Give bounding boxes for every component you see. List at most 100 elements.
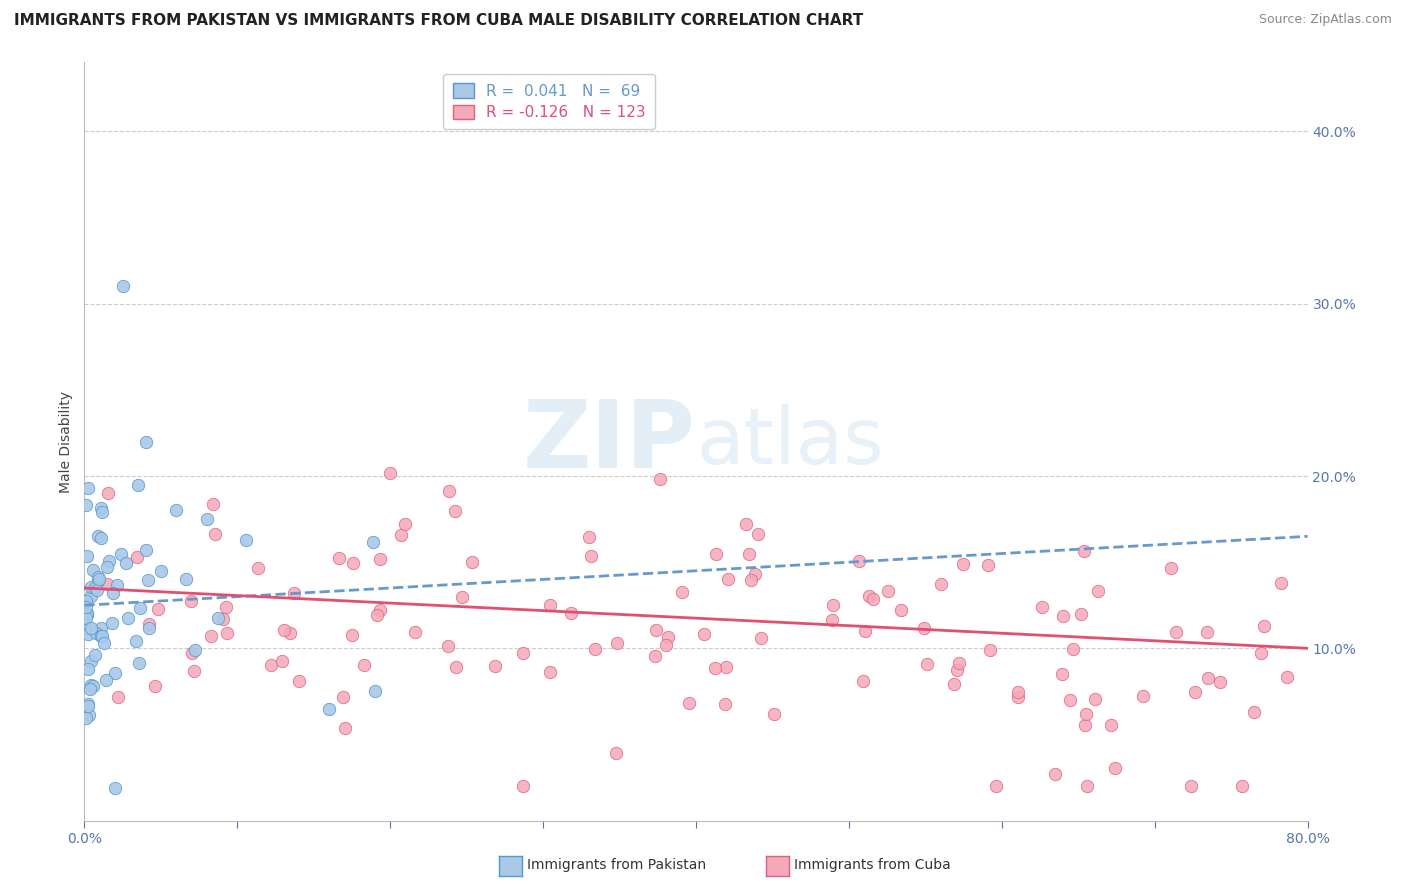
Point xyxy=(678,696,700,710)
Point xyxy=(389,528,412,542)
Point xyxy=(735,517,758,532)
Point xyxy=(76,549,98,563)
Point xyxy=(1076,779,1098,793)
Point xyxy=(96,577,118,591)
Point xyxy=(1253,619,1275,633)
Point xyxy=(605,746,627,760)
Point xyxy=(80,621,103,635)
Point xyxy=(87,529,110,543)
Point xyxy=(929,577,952,591)
Text: IMMIGRANTS FROM PAKISTAN VS IMMIGRANTS FROM CUBA MALE DISABILITY CORRELATION CHA: IMMIGRANTS FROM PAKISTAN VS IMMIGRANTS F… xyxy=(14,13,863,29)
Point xyxy=(79,682,101,697)
Point xyxy=(853,624,876,638)
Point xyxy=(204,527,226,541)
Point xyxy=(717,572,740,586)
Point xyxy=(1160,561,1182,575)
Point xyxy=(247,561,270,575)
Point xyxy=(823,598,845,612)
Point xyxy=(280,625,302,640)
Point xyxy=(202,497,225,511)
Point xyxy=(1209,674,1232,689)
Point xyxy=(195,512,218,526)
Point xyxy=(1031,600,1053,615)
Point xyxy=(181,646,204,660)
Point xyxy=(984,779,1007,793)
Point xyxy=(1275,670,1298,684)
Point xyxy=(1180,779,1202,793)
Point xyxy=(127,477,149,491)
Point xyxy=(105,578,128,592)
Point xyxy=(644,649,666,664)
Point xyxy=(1084,692,1107,706)
Point xyxy=(90,501,112,516)
Point xyxy=(117,611,139,625)
Point xyxy=(110,547,132,561)
Point xyxy=(821,613,844,627)
Legend: R =  0.041   N =  69, R = -0.126   N = 123: R = 0.041 N = 69, R = -0.126 N = 123 xyxy=(443,74,655,129)
Point xyxy=(97,486,120,500)
Point xyxy=(578,530,600,544)
Point xyxy=(368,552,391,566)
Point xyxy=(84,625,107,640)
Point xyxy=(763,706,786,721)
Point xyxy=(332,690,354,704)
Point xyxy=(128,601,150,615)
Point xyxy=(207,611,229,625)
Point xyxy=(138,621,160,635)
Point xyxy=(583,641,606,656)
Point xyxy=(952,557,974,571)
Point xyxy=(101,586,124,600)
Point xyxy=(704,661,727,675)
Point xyxy=(80,581,103,595)
Point xyxy=(1104,761,1126,775)
Point xyxy=(94,673,117,687)
Point xyxy=(437,640,460,654)
Point xyxy=(1062,641,1084,656)
Point xyxy=(560,607,582,621)
Point xyxy=(93,636,115,650)
Point xyxy=(747,526,769,541)
Point xyxy=(1197,625,1219,640)
Point xyxy=(368,603,391,617)
Point xyxy=(318,701,340,715)
Point xyxy=(84,581,107,595)
Point xyxy=(77,627,100,641)
Point xyxy=(77,697,100,711)
Point xyxy=(862,592,884,607)
Point xyxy=(404,625,426,640)
Point xyxy=(90,621,112,635)
Point xyxy=(437,483,460,498)
Point xyxy=(451,590,474,604)
Point xyxy=(127,550,149,565)
Point xyxy=(858,589,880,603)
Point xyxy=(538,665,561,679)
Point xyxy=(945,663,967,677)
Point xyxy=(149,564,172,578)
Point xyxy=(96,560,118,574)
Point xyxy=(948,656,970,670)
Point xyxy=(76,607,98,621)
Point xyxy=(1164,624,1187,639)
Point xyxy=(461,555,484,569)
Point xyxy=(235,533,257,547)
Point xyxy=(1007,690,1029,704)
Point xyxy=(1059,693,1081,707)
Point xyxy=(114,556,136,570)
Point xyxy=(443,504,465,518)
Point xyxy=(1070,607,1092,621)
Point xyxy=(77,663,100,677)
Point xyxy=(1043,767,1066,781)
Point xyxy=(704,548,727,562)
Point xyxy=(353,658,375,673)
Point xyxy=(890,603,912,617)
Point xyxy=(82,563,104,577)
Point xyxy=(184,643,207,657)
Point xyxy=(260,658,283,673)
Point xyxy=(86,570,108,584)
Point xyxy=(76,607,98,622)
Y-axis label: Male Disability: Male Disability xyxy=(59,391,73,492)
Point xyxy=(83,648,105,662)
Point xyxy=(82,679,104,693)
Point xyxy=(1074,706,1097,721)
Point xyxy=(146,602,169,616)
